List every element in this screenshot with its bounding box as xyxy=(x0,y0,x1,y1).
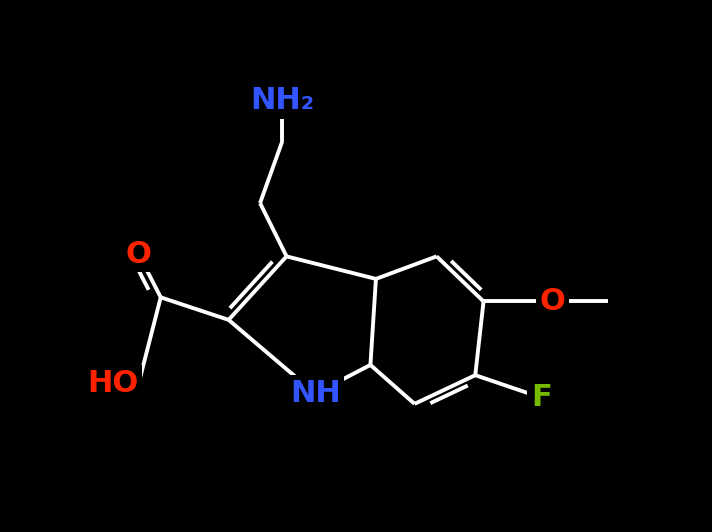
Text: NH: NH xyxy=(290,379,340,408)
Text: F: F xyxy=(531,383,552,412)
Text: O: O xyxy=(126,240,152,269)
Text: HO: HO xyxy=(88,369,139,398)
Text: NH₂: NH₂ xyxy=(250,86,314,115)
Text: O: O xyxy=(540,287,565,316)
